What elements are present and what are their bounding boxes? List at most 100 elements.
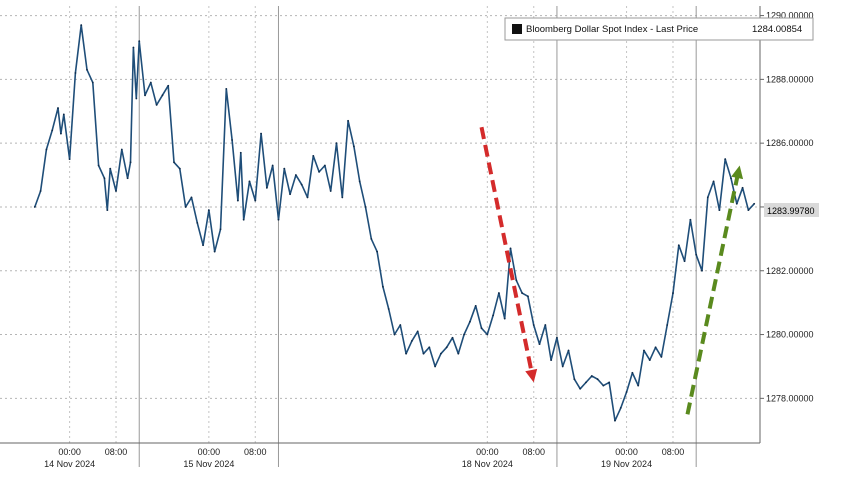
- data-point: [196, 222, 199, 224]
- data-point: [405, 352, 408, 355]
- data-point: [219, 228, 222, 231]
- gridlines: [0, 6, 760, 467]
- data-point: [480, 327, 483, 330]
- data-point: [184, 206, 187, 208]
- data-point: [718, 209, 721, 212]
- data-point: [62, 113, 65, 116]
- data-point: [416, 330, 419, 333]
- data-point: [625, 391, 628, 393]
- series-layer: [33, 24, 756, 422]
- x-tick-label: 08:00: [105, 447, 128, 457]
- data-point: [352, 145, 355, 148]
- data-point: [120, 148, 123, 151]
- data-point: [323, 164, 326, 167]
- legend-label: Bloomberg Dollar Spot Index - Last Price: [526, 24, 698, 35]
- trend-arrow-head: [731, 165, 744, 180]
- data-point: [672, 292, 674, 294]
- data-point: [463, 333, 466, 336]
- trend-arrow-shaft: [479, 126, 534, 374]
- data-point: [579, 387, 582, 390]
- data-point: [573, 378, 576, 381]
- data-point: [109, 167, 112, 170]
- data-point: [428, 346, 431, 349]
- y-tick-label: 1290.00000: [766, 11, 814, 21]
- annotations: [479, 126, 744, 415]
- data-point: [207, 209, 210, 212]
- data-point: [254, 199, 257, 202]
- data-point: [741, 186, 744, 189]
- x-tick-label: 00:00: [58, 447, 81, 457]
- data-point: [486, 333, 489, 336]
- data-point: [364, 206, 367, 208]
- data-point: [202, 244, 204, 247]
- data-point: [106, 209, 109, 212]
- data-point: [544, 324, 547, 326]
- data-point: [382, 285, 384, 288]
- data-point: [590, 375, 593, 377]
- data-point: [231, 139, 233, 141]
- data-point: [434, 365, 437, 368]
- data-point: [445, 346, 448, 349]
- data-point: [735, 202, 738, 205]
- data-point: [660, 355, 663, 358]
- legend-value: 1284.00854: [752, 24, 802, 35]
- data-point: [213, 250, 216, 253]
- data-point: [312, 155, 315, 157]
- data-point: [689, 218, 692, 221]
- data-point: [129, 161, 132, 164]
- data-point: [602, 384, 605, 387]
- last-price-box: [764, 203, 819, 217]
- data-point: [161, 94, 164, 97]
- data-point: [260, 132, 262, 135]
- data-point: [39, 190, 42, 192]
- data-point: [132, 46, 135, 49]
- y-tick-label: 1282.00000: [766, 266, 814, 276]
- data-point: [747, 209, 750, 212]
- data-point: [135, 97, 138, 100]
- tick-labels: 1290.000001288.000001286.000001284.00000…: [44, 11, 813, 469]
- data-point: [474, 304, 477, 307]
- data-point: [347, 119, 349, 122]
- x-date-label: 18 Nov 2024: [462, 459, 513, 469]
- last-price-marker: 1283.99780: [764, 203, 819, 217]
- data-point: [248, 180, 251, 183]
- data-point: [80, 24, 83, 27]
- y-tick-label: 1278.00000: [766, 393, 814, 403]
- data-point: [498, 292, 500, 294]
- data-point: [74, 72, 77, 74]
- legend: Bloomberg Dollar Spot Index - Last Price…: [504, 17, 814, 41]
- data-point: [236, 199, 239, 202]
- data-point: [225, 88, 228, 90]
- data-point: [730, 177, 732, 180]
- x-tick-label: 08:00: [522, 447, 545, 457]
- data-point: [561, 365, 564, 368]
- y-tick-label: 1286.00000: [766, 138, 814, 148]
- data-point: [68, 158, 71, 161]
- trend-arrow-shaft: [685, 174, 740, 415]
- data-point: [515, 279, 518, 282]
- axes: [0, 6, 764, 444]
- data-point: [550, 359, 553, 361]
- data-point: [724, 158, 727, 161]
- data-point: [86, 68, 88, 71]
- data-point: [532, 324, 535, 326]
- data-point: [567, 349, 570, 352]
- data-point: [503, 317, 506, 320]
- data-point: [654, 346, 657, 349]
- data-point: [683, 260, 686, 263]
- data-point: [440, 352, 442, 355]
- data-point: [178, 167, 181, 170]
- x-date-label: 15 Nov 2024: [183, 459, 234, 469]
- data-point: [753, 202, 756, 205]
- data-point: [556, 336, 558, 339]
- data-point: [306, 196, 309, 199]
- data-point: [509, 247, 512, 250]
- data-point: [370, 237, 373, 240]
- data-point: [585, 381, 587, 384]
- data-point: [608, 381, 611, 384]
- last-price-label: 1283.99780: [767, 206, 815, 216]
- y-tick-label: 1288.00000: [766, 74, 814, 84]
- data-point: [701, 269, 703, 272]
